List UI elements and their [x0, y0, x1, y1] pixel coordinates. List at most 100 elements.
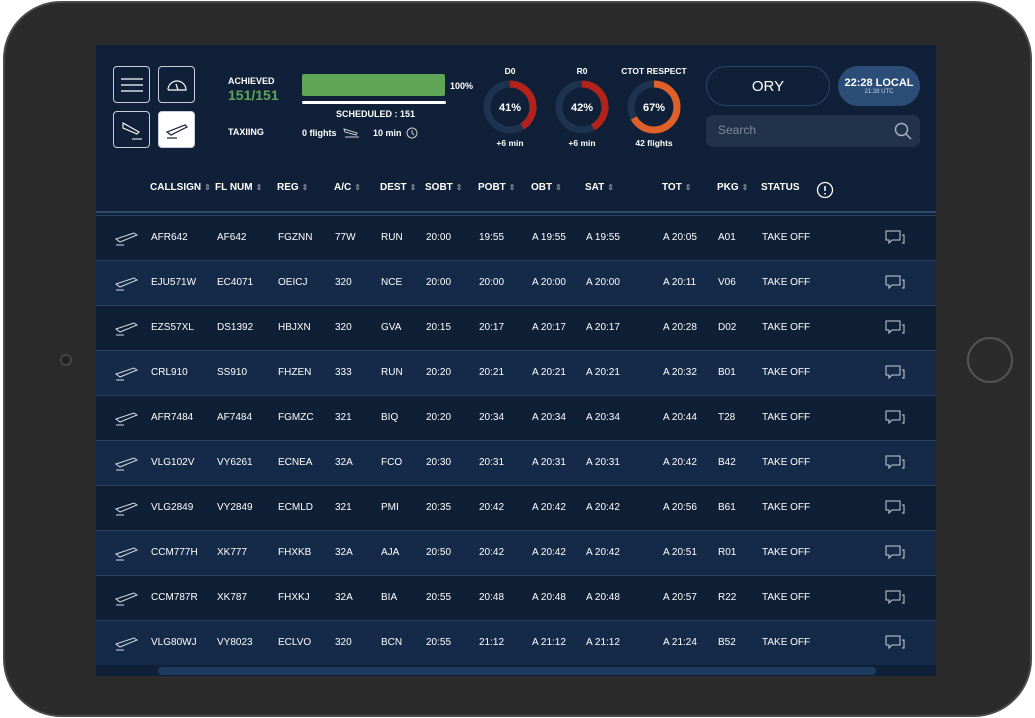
search-box[interactable]	[706, 115, 920, 147]
cell-reg: OEICJ	[278, 277, 308, 288]
cell-pkg: T28	[718, 412, 736, 423]
cell-fl-num: VY6261	[217, 457, 253, 468]
cell-pkg: B52	[718, 637, 736, 648]
cell-dest: FCO	[381, 457, 403, 468]
column-header-obt[interactable]: OBT ⇕	[531, 182, 562, 193]
table-row[interactable]: VLG80WJ VY8023 ECLVO 320 BCN 20:55 21:12 A 21:1…	[96, 620, 936, 665]
cell-reg: ECLVO	[278, 637, 312, 648]
cell-fl-num: XK787	[217, 592, 248, 603]
comment-icon[interactable]	[885, 230, 905, 246]
cell-pobt: 21:12	[479, 637, 505, 648]
airport-selector[interactable]: ORY	[706, 66, 830, 106]
sort-icon[interactable]: ⇕	[508, 183, 516, 192]
gauge-sub: +6 min	[568, 138, 596, 148]
gauge-arc	[483, 80, 537, 134]
table-row[interactable]: VLG102V VY6261 ECNEA 32A FCO 20:30 20:31 A 20:3…	[96, 440, 936, 485]
comment-icon[interactable]	[885, 635, 905, 651]
table-row[interactable]: EZS57XL DS1392 HBJXN 320 GVA 20:15 20:17 A 20:1…	[96, 305, 936, 350]
comment-icon[interactable]	[885, 455, 905, 471]
sort-icon[interactable]: ⇕	[204, 183, 211, 192]
comment-icon[interactable]	[885, 545, 905, 561]
gauge-value: 42%	[571, 102, 593, 114]
cell-a-c: 321	[335, 502, 352, 513]
cell-status: TAKE OFF	[762, 502, 811, 513]
search-input[interactable]	[718, 123, 888, 137]
comment-icon[interactable]	[885, 275, 905, 291]
cell-a-c: 32A	[335, 592, 353, 603]
sort-icon[interactable]: ⇕	[409, 183, 417, 192]
cell-tot: A 20:32	[663, 367, 697, 378]
cell-dest: NCE	[381, 277, 403, 288]
sort-icon[interactable]: ⇕	[301, 183, 309, 192]
table-row[interactable]: VLG2849 VY2849 ECMLD 321 PMI 20:35 20:42 A 20:4…	[96, 485, 936, 530]
cell-obt: A 20:42	[532, 547, 566, 558]
search-icon[interactable]	[894, 122, 912, 140]
dashboard-button[interactable]	[158, 66, 195, 103]
comment-icon[interactable]	[885, 590, 905, 606]
cell-pkg: B01	[718, 367, 736, 378]
cell-sat: A 20:31	[586, 457, 620, 468]
gauge-r0: R0 42% +6 min	[552, 66, 612, 148]
sort-icon[interactable]: ⇕	[607, 183, 614, 192]
sort-icon[interactable]: ⇕	[354, 183, 361, 192]
cell-status: TAKE OFF	[762, 592, 811, 603]
table-row[interactable]: EJU571W EC4071 OEICJ 320 NCE 20:00 20:00 A 20:0…	[96, 260, 936, 305]
progress-percent: 100%	[450, 81, 474, 91]
column-header-sobt[interactable]: SOBT ⇕	[425, 182, 463, 193]
sort-icon[interactable]: ⇕	[741, 183, 749, 192]
arrivals-button[interactable]	[113, 111, 150, 148]
airport-code: ORY	[751, 77, 785, 95]
cell-tot: A 20:44	[663, 412, 697, 423]
cell-pkg: R01	[718, 547, 737, 558]
screen: ACHIEVED 151/151 100% SCHEDULED : 151 TA…	[96, 45, 936, 676]
comment-icon[interactable]	[885, 320, 905, 336]
column-header-a-c[interactable]: A/C ⇕	[334, 182, 361, 193]
cell-pkg: R22	[718, 592, 737, 603]
cell-tot: A 20:51	[663, 547, 697, 558]
home-button[interactable]	[967, 337, 1013, 383]
scheduled-label: SCHEDULED : 151	[336, 109, 416, 119]
gauge-d0: D0 41% +6 min	[480, 66, 540, 148]
cell-reg: ECNEA	[278, 457, 313, 468]
menu-button[interactable]	[113, 66, 150, 103]
cell-reg: FGMZC	[278, 412, 314, 423]
table-row[interactable]: CCM787R XK787 FHXKJ 32A BIA 20:55 20:48 A 20:48…	[96, 575, 936, 620]
cell-tot: A 20:28	[663, 322, 697, 333]
comment-icon[interactable]	[885, 365, 905, 381]
column-header-callsign[interactable]: CALLSIGN ⇕	[150, 182, 211, 193]
table-row[interactable]: AFR642 AF642 FGZNN 77W RUN 20:00 19:55 A 19:55 A…	[96, 215, 936, 260]
cell-status: TAKE OFF	[762, 277, 811, 288]
gauge-ctot: CTOT RESPECT 67% 42 flights	[618, 66, 690, 148]
sort-icon[interactable]: ⇕	[255, 183, 263, 192]
table-row[interactable]: CCM777H XK777 FHXKB 32A AJA 20:50 20:42 A 20:42…	[96, 530, 936, 575]
column-header-dest[interactable]: DEST ⇕	[380, 182, 417, 193]
plane-takeoff-icon	[114, 637, 139, 651]
column-header-reg[interactable]: REG ⇕	[277, 182, 309, 193]
cell-fl-num: VY2849	[217, 502, 253, 513]
achieved-value: 151/151	[228, 87, 279, 103]
cell-dest: RUN	[381, 232, 403, 243]
sort-icon[interactable]: ⇕	[455, 183, 463, 192]
column-header-fl-num[interactable]: FL NUM ⇕	[215, 182, 263, 193]
column-header-tot[interactable]: TOT ⇕	[662, 182, 692, 193]
sort-icon[interactable]: ⇕	[684, 183, 692, 192]
horizontal-scrollbar[interactable]	[158, 667, 876, 675]
sort-icon[interactable]: ⇕	[555, 183, 562, 192]
column-header-pkg[interactable]: PKG ⇕	[717, 182, 749, 193]
cell-reg: FHZEN	[278, 367, 312, 378]
comment-icon[interactable]	[885, 410, 905, 426]
cell-sobt: 20:15	[426, 322, 452, 333]
comment-icon[interactable]	[885, 500, 905, 516]
table-row[interactable]: AFR7484 AF7484 FGMZC 321 BIQ 20:20 20:34 A 20:3…	[96, 395, 936, 440]
column-header-status[interactable]: STATUS	[761, 182, 800, 193]
cell-sobt: 20:20	[426, 412, 452, 423]
cell-sobt: 20:30	[426, 457, 452, 468]
column-header-sat[interactable]: SAT ⇕	[585, 182, 614, 193]
column-header-pobt[interactable]: POBT ⇕	[478, 182, 516, 193]
cell-pobt: 20:42	[479, 502, 505, 513]
gauge-title: R0	[576, 66, 588, 76]
departures-button[interactable]	[158, 111, 195, 148]
cell-sobt: 20:35	[426, 502, 452, 513]
info-icon[interactable]	[816, 181, 834, 199]
table-row[interactable]: CRL910 SS910 FHZEN 333 RUN 20:20 20:21 A 20:21 A…	[96, 350, 936, 395]
